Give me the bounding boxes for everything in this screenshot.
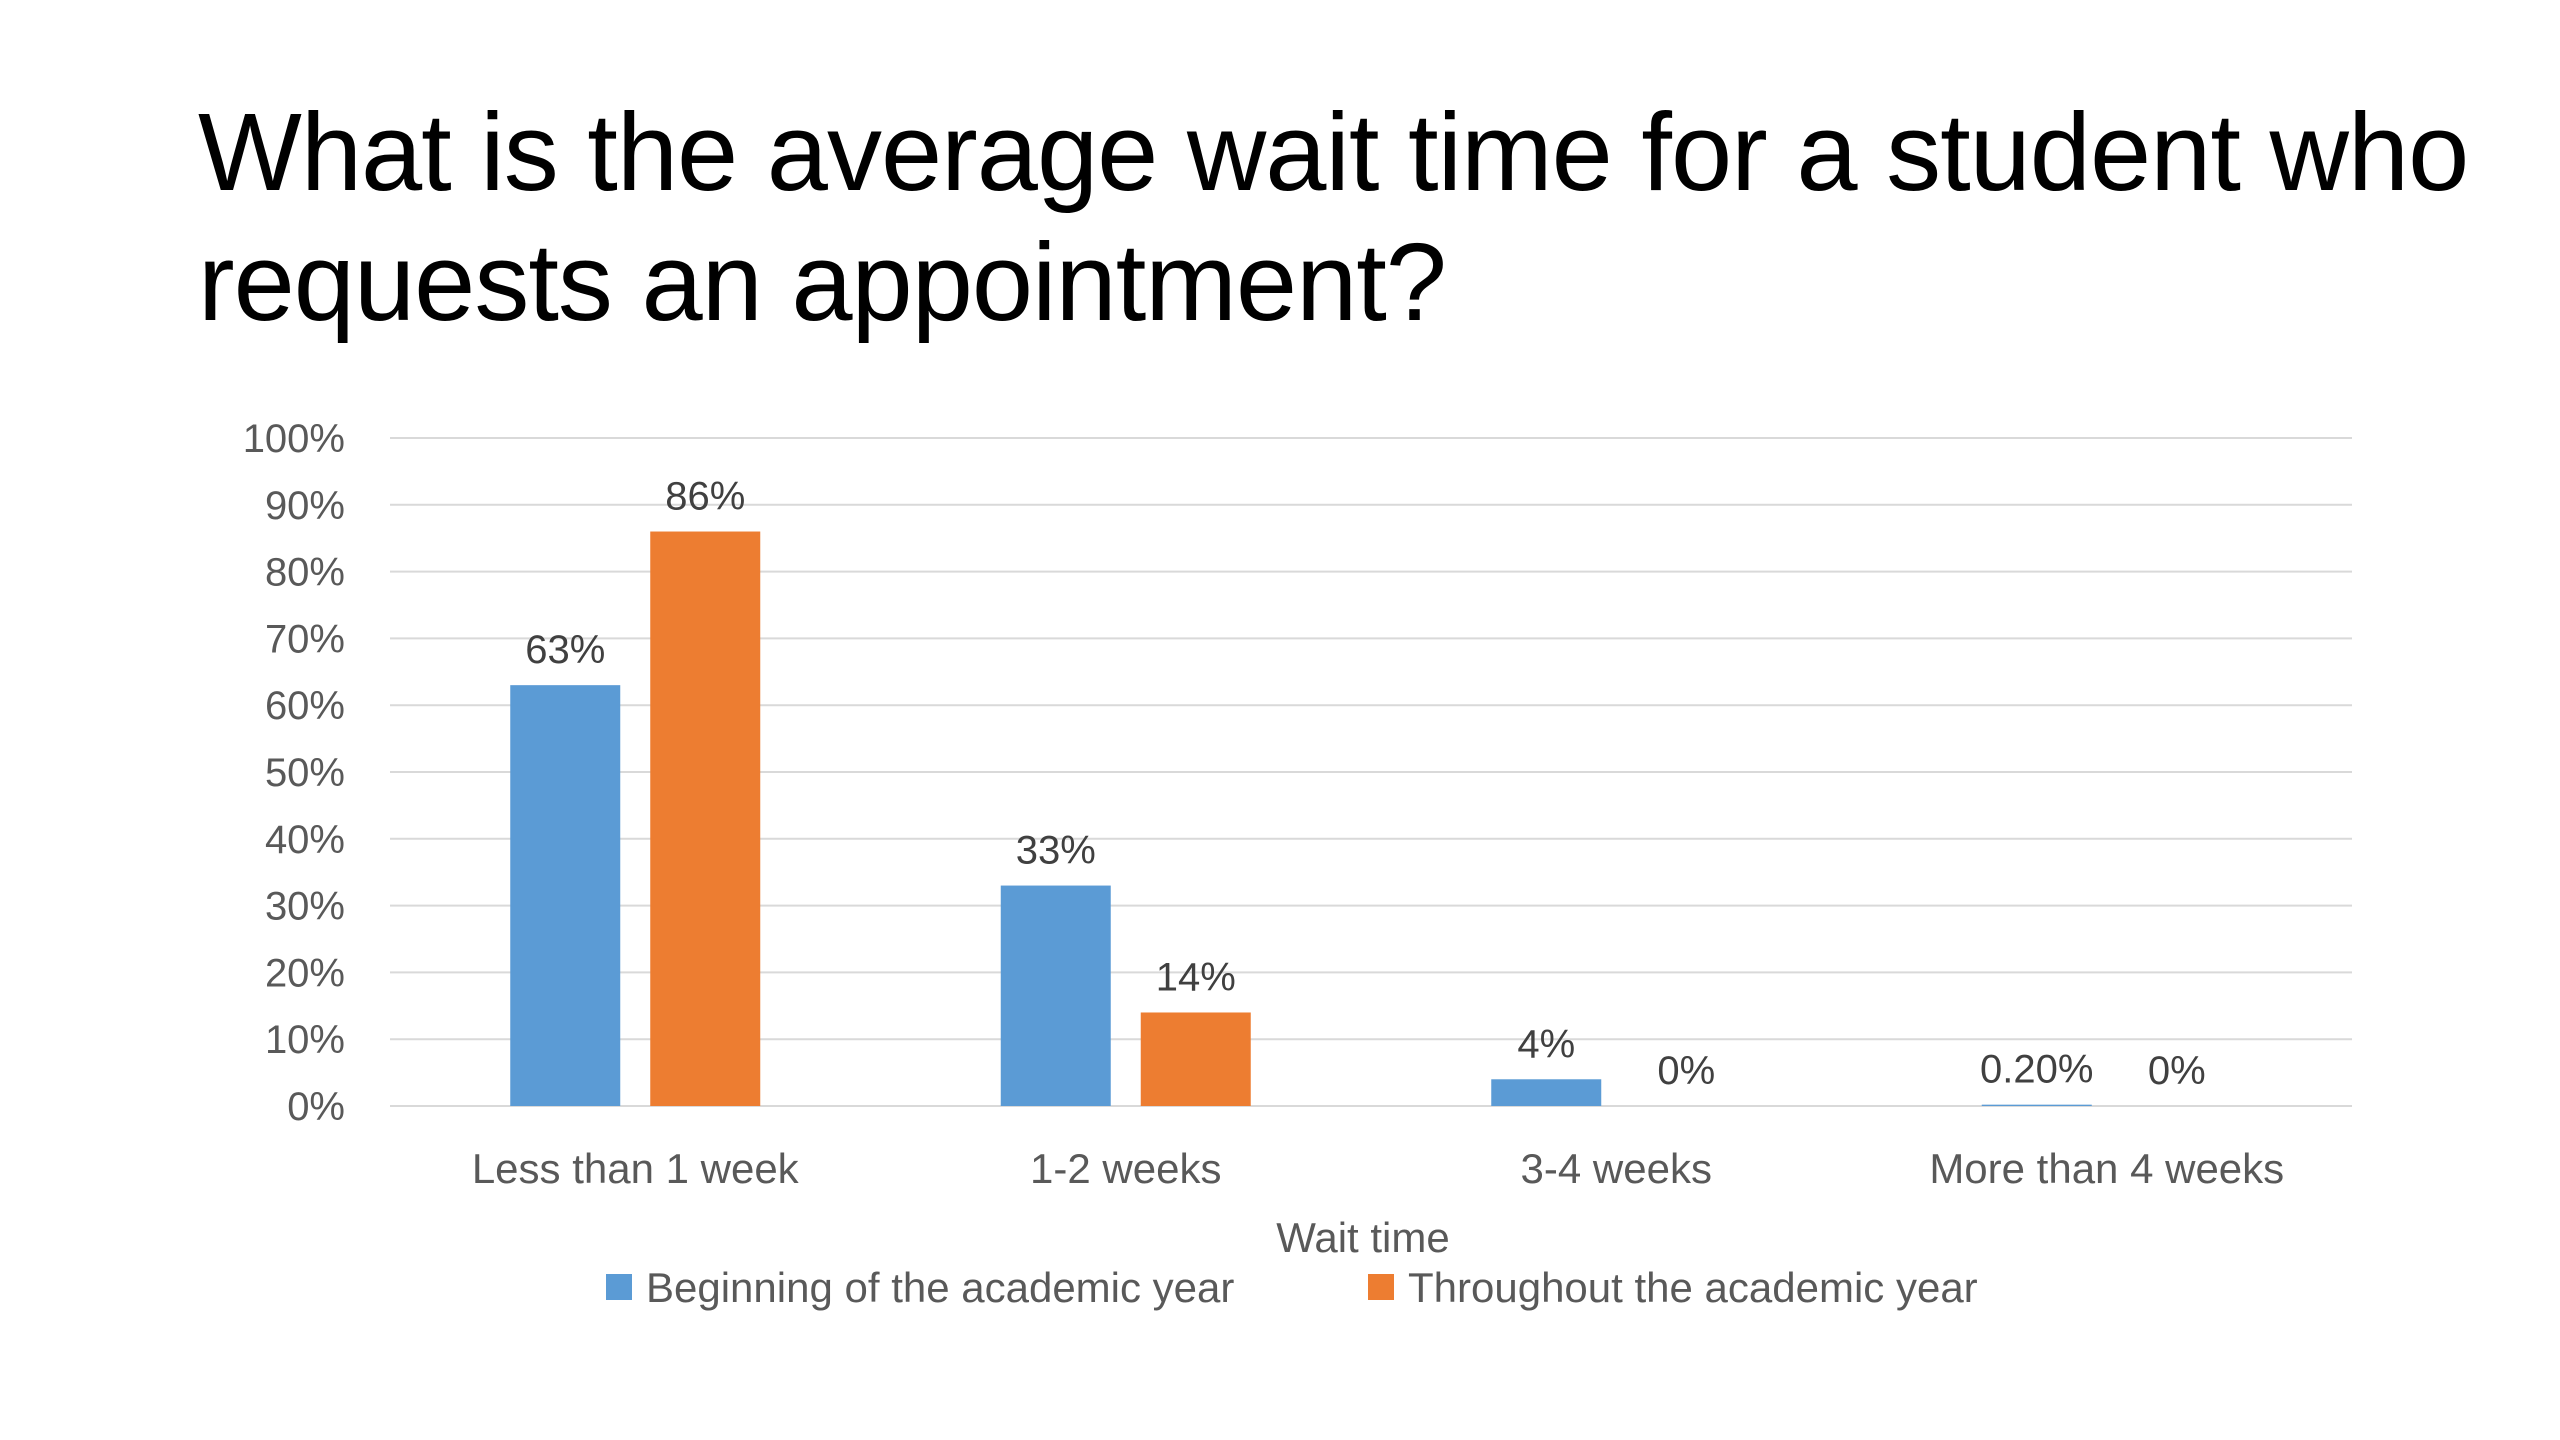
x-category-label: 3-4 weeks [1521,1145,1712,1192]
data-label: 33% [1016,829,1096,873]
y-tick-label: 20% [265,951,345,995]
y-tick-label: 40% [265,818,345,862]
bars [510,531,2092,1106]
data-label: 86% [665,475,745,519]
bar-beginning [1981,1104,2092,1106]
x-category-label: More than 4 weeks [1929,1145,2284,1192]
legend-swatch [606,1274,632,1300]
data-label: 0% [1657,1049,1715,1093]
data-label: 4% [1517,1022,1575,1066]
y-tick-label: 30% [265,885,345,929]
bar-beginning [510,685,621,1106]
y-tick-label: 10% [265,1018,345,1062]
y-tick-label: 80% [265,551,345,595]
x-axis-categories: Less than 1 week 1-2 weeks 3-4 weeks More t… [472,1145,2284,1192]
y-tick-label: 0% [287,1085,345,1129]
legend-swatch [1368,1274,1394,1300]
data-label: 0% [2148,1049,2206,1093]
legend: Beginning of the academic year Throughout… [606,1264,1978,1311]
data-label: 63% [525,628,605,672]
data-labels: 63% 86% 33% 14% 4% 0% 0.20% 0% [525,475,2205,1093]
y-tick-label: 70% [265,617,345,661]
x-axis-title: Wait time [1276,1214,1449,1261]
y-axis-ticks: 0% 10% 20% 30% 40% 50% 60% 70% 80% 90% 100% [243,417,345,1129]
y-tick-label: 50% [265,751,345,795]
data-label: 14% [1156,955,1236,999]
legend-label: Throughout the academic year [1408,1264,1978,1311]
y-tick-label: 100% [243,417,345,461]
bar-beginning [1491,1079,1602,1106]
chart-title: What is the average wait time for a stud… [198,91,2469,344]
data-label: 0.20% [1980,1048,2093,1092]
y-tick-label: 60% [265,684,345,728]
bar-throughout [1140,1012,1251,1106]
legend-label: Beginning of the academic year [646,1264,1234,1311]
bar-throughout [650,531,761,1106]
y-tick-label: 90% [265,484,345,528]
x-category-label: Less than 1 week [472,1145,800,1192]
bar-beginning [1000,885,1111,1106]
x-category-label: 1-2 weeks [1030,1145,1221,1192]
